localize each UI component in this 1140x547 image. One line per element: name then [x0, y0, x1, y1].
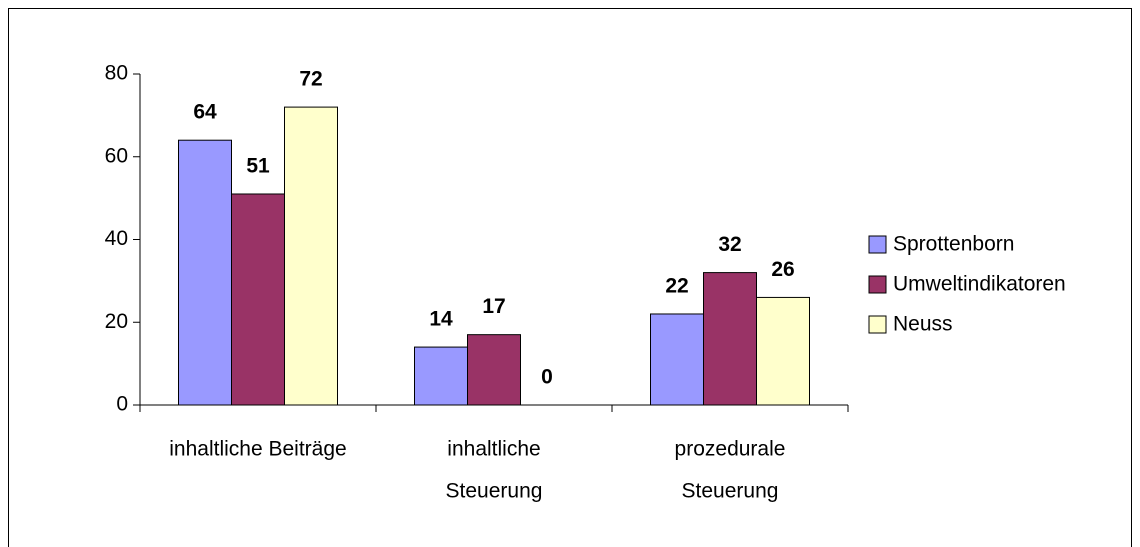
y-tick-label: 20 [105, 310, 128, 333]
legend-label: Umweltindikatoren [893, 273, 1066, 296]
legend-swatch [868, 235, 887, 254]
bar [178, 139, 232, 406]
data-label: 72 [299, 68, 322, 91]
data-label: 64 [193, 101, 217, 124]
data-label: 26 [771, 258, 794, 281]
y-tick-label: 0 [116, 393, 128, 416]
data-label: 32 [718, 233, 741, 256]
y-tick-label: 40 [105, 227, 128, 250]
data-label: 17 [482, 295, 505, 318]
legend-label: Neuss [893, 313, 953, 336]
x-tick-label: Steuerung [446, 480, 543, 503]
legend-swatch [868, 315, 887, 334]
data-label: 22 [665, 275, 688, 298]
bar [284, 106, 338, 406]
legend-label: Sprottenborn [893, 233, 1014, 256]
bar [756, 296, 810, 406]
bar [467, 334, 521, 406]
x-tick-label: prozedurale [675, 438, 786, 461]
x-tick-label: inhaltliche Beiträge [169, 438, 346, 461]
bar [703, 272, 757, 406]
bar [414, 346, 468, 406]
data-label: 0 [541, 366, 553, 389]
legend-swatch [868, 275, 887, 294]
data-label: 14 [429, 308, 453, 331]
bar [650, 313, 704, 406]
x-tick-label: Steuerung [682, 480, 779, 503]
y-tick-label: 80 [105, 62, 128, 85]
x-tick-label: inhaltliche [447, 438, 540, 461]
y-tick-label: 60 [105, 144, 128, 167]
bar [231, 193, 285, 406]
data-label: 51 [246, 155, 270, 178]
